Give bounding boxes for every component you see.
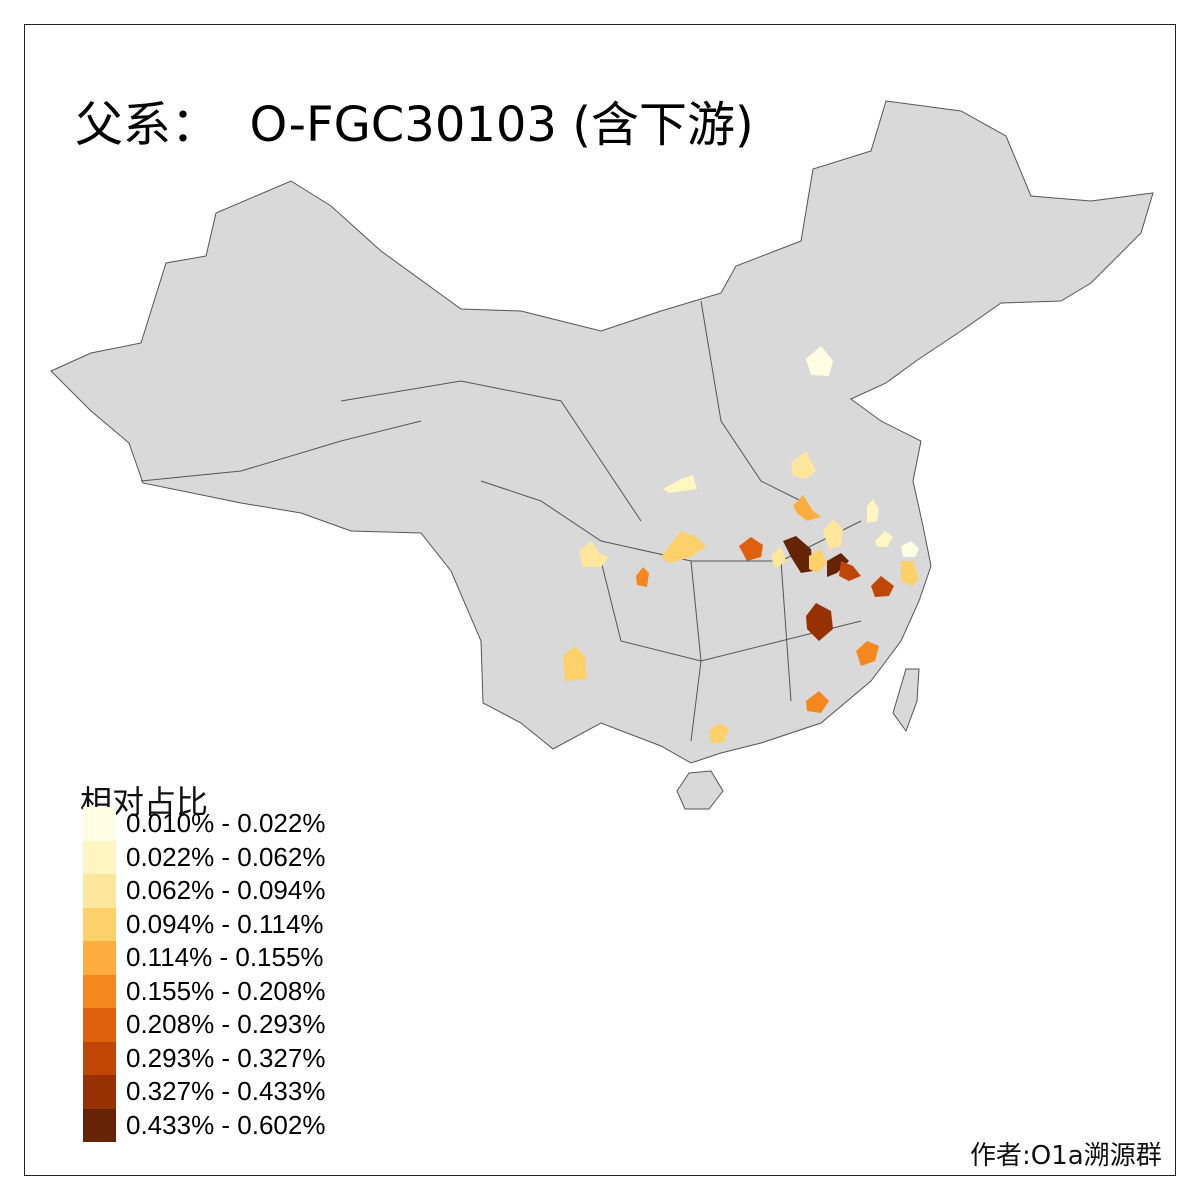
legend-swatch	[83, 807, 116, 841]
legend-item: 0.062% - 0.094%	[83, 874, 343, 908]
legend-label: 0.433% - 0.602%	[126, 1109, 326, 1140]
legend-item: 0.208% - 0.293%	[83, 1008, 343, 1042]
region-shaded	[856, 641, 879, 666]
region-shaded	[579, 541, 609, 567]
province-border	[700, 300, 802, 502]
region-shaded	[806, 346, 833, 376]
province-border	[140, 420, 422, 482]
region-shaded	[875, 531, 893, 547]
taiwan-island	[892, 668, 920, 733]
region-shaded	[563, 646, 587, 681]
map-frame: 父系： O-FGC30103 (含下游) 相对占比 0.010% - 0.022…	[24, 24, 1176, 1176]
region-shaded	[901, 541, 919, 557]
legend-item: 0.293% - 0.327%	[83, 1041, 343, 1075]
region-shaded	[827, 553, 849, 577]
legend-label: 0.062% - 0.094%	[126, 875, 326, 906]
legend-item: 0.433% - 0.602%	[83, 1108, 343, 1142]
region-shaded	[739, 537, 763, 561]
legend-swatch	[83, 1008, 116, 1042]
legend-item: 0.327% - 0.433%	[83, 1075, 343, 1109]
author-credit: 作者:O1a溯源群	[970, 1141, 1162, 1171]
legend-item: 0.094% - 0.114%	[83, 907, 343, 941]
legend-label: 0.155% - 0.208%	[126, 975, 326, 1006]
region-shaded	[709, 723, 729, 743]
region-shaded	[636, 567, 649, 587]
legend-swatch	[83, 907, 116, 941]
legend-swatch	[83, 840, 116, 874]
china-map	[50, 100, 1154, 810]
region-shaded	[783, 536, 813, 573]
legend-item: 0.114% - 0.155%	[83, 941, 343, 975]
legend-swatch	[83, 941, 116, 975]
legend-label: 0.094% - 0.114%	[126, 908, 324, 939]
legend-label: 0.293% - 0.327%	[126, 1042, 326, 1073]
region-shaded	[791, 451, 816, 479]
region-shaded	[806, 603, 833, 641]
legend-swatch	[83, 974, 116, 1008]
map-title: 父系： O-FGC30103 (含下游)	[75, 97, 754, 153]
region-shaded	[867, 499, 879, 523]
legend-swatch	[83, 874, 116, 908]
region-shaded	[901, 561, 919, 586]
region-shaded	[771, 546, 786, 569]
legend-swatch	[83, 1075, 116, 1109]
legend-label: 0.208% - 0.293%	[126, 1009, 326, 1040]
legend-label: 0.327% - 0.433%	[126, 1076, 326, 1107]
region-shaded	[793, 495, 821, 521]
hainan-island	[676, 770, 724, 810]
legend-label: 0.010% - 0.022%	[126, 808, 326, 839]
legend-swatch	[83, 1041, 116, 1075]
legend-item: 0.010% - 0.022%	[83, 807, 343, 841]
region-shaded	[663, 475, 697, 493]
legend-swatch	[83, 1108, 116, 1142]
province-border	[340, 380, 642, 522]
region-shaded	[806, 691, 829, 713]
region-shaded	[823, 519, 843, 549]
legend-label: 0.022% - 0.062%	[126, 841, 326, 872]
china-mainland	[50, 100, 1154, 764]
region-shaded	[809, 549, 827, 573]
province-border	[690, 560, 702, 742]
legend-label: 0.114% - 0.155%	[126, 942, 324, 973]
region-shaded	[871, 576, 894, 597]
legend-item: 0.155% - 0.208%	[83, 974, 343, 1008]
region-shaded	[661, 531, 706, 563]
region-shaded	[839, 561, 861, 581]
legend-item: 0.022% - 0.062%	[83, 840, 343, 874]
province-border	[780, 560, 792, 702]
